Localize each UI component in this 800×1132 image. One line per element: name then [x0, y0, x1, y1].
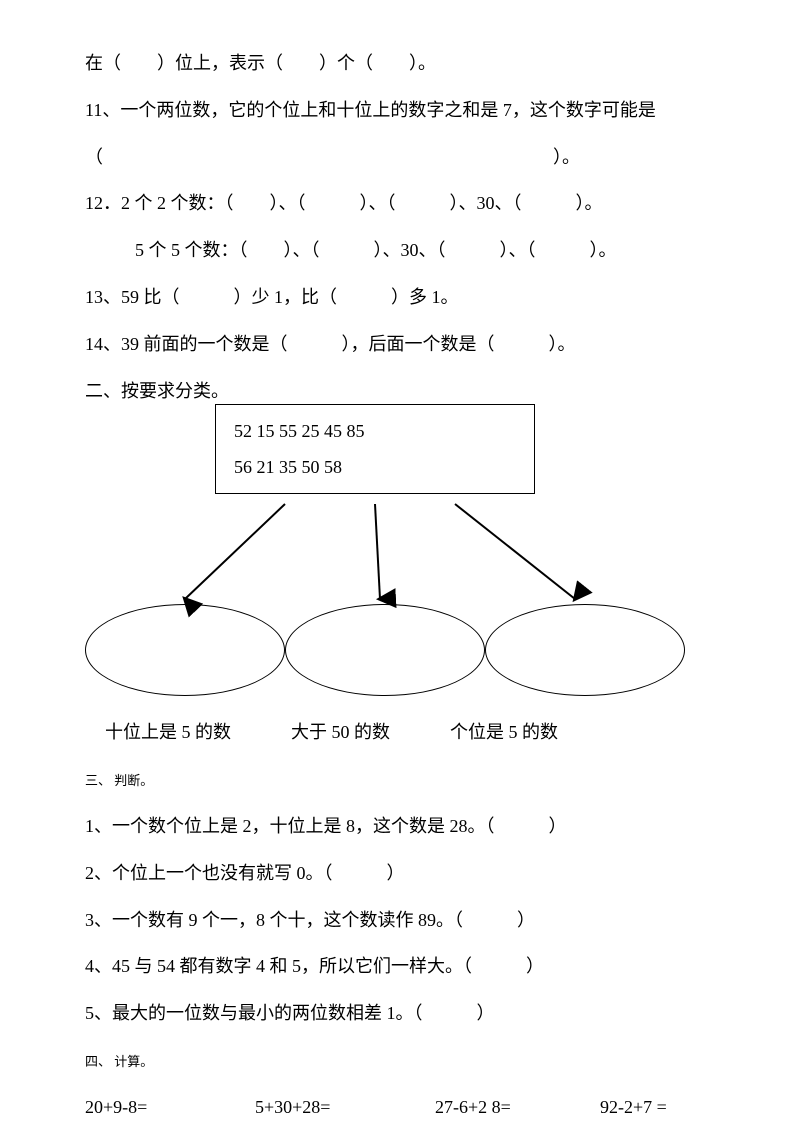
number-box-row2: 56 21 35 50 58 [234, 449, 516, 485]
category-labels: 十位上是 5 的数 大于 50 的数 个位是 5 的数 [105, 709, 715, 756]
judge-q5: 5、最大的一位数与最小的两位数相差 1。（ ） [85, 990, 715, 1037]
calc-4: 92-2+7 = [600, 1084, 667, 1131]
ellipse-right [485, 604, 685, 696]
category-label-3: 个位是 5 的数 [450, 709, 558, 756]
category-label-2: 大于 50 的数 [291, 709, 390, 756]
ellipse-middle [285, 604, 485, 696]
question-11-line2: （ ）。 [85, 134, 715, 181]
calc-3: 27-6+2 8= [435, 1084, 600, 1131]
category-label-1: 十位上是 5 的数 [105, 709, 231, 756]
section-3-title-text: 三、 判断。 [85, 773, 153, 788]
section-4-title: 四、 计算。 [85, 1037, 715, 1084]
question-12-line2: 5 个 5 个数：（ ）、（ ）、30、（ ）、（ ）。 [85, 227, 715, 274]
judge-q2: 2、个位上一个也没有就写 0。（ ） [85, 850, 715, 897]
question-10-cont: 在（ ）位上，表示（ ）个（ ）。 [85, 40, 715, 87]
calc-2: 5+30+28= [255, 1084, 435, 1131]
question-12-line1: 12．2 个 2 个数：（ ）、（ ）、（ ）、30、（ ）。 [85, 180, 715, 227]
calc-row: 20+9-8= 5+30+28= 27-6+2 8= 92-2+7 = [85, 1084, 715, 1131]
judge-q1: 1、一个数个位上是 2，十位上是 8，这个数是 28。（ ） [85, 803, 715, 850]
question-14: 14、39 前面的一个数是（ ），后面一个数是（ ）。 [85, 321, 715, 368]
question-13: 13、59 比（ ）少 1，比（ ）多 1。 [85, 274, 715, 321]
number-box-row1: 52 15 55 25 45 85 [234, 413, 516, 449]
number-box: 52 15 55 25 45 85 56 21 35 50 58 [215, 404, 535, 494]
judge-q3: 3、一个数有 9 个一，8 个十，这个数读作 89。（ ） [85, 897, 715, 944]
judge-q4: 4、45 与 54 都有数字 4 和 5，所以它们一样大。（ ） [85, 943, 715, 990]
section-3-title: 三、 判断。 [85, 756, 715, 803]
question-11-line1: 11、一个两位数，它的个位上和十位上的数字之和是 7，这个数字可能是 [85, 87, 715, 134]
calc-1: 20+9-8= [85, 1084, 255, 1131]
section-4-title-text: 四、 计算。 [85, 1054, 153, 1069]
classification-diagram: 52 15 55 25 45 85 56 21 35 50 58 [85, 404, 705, 714]
ellipse-left [85, 604, 285, 696]
